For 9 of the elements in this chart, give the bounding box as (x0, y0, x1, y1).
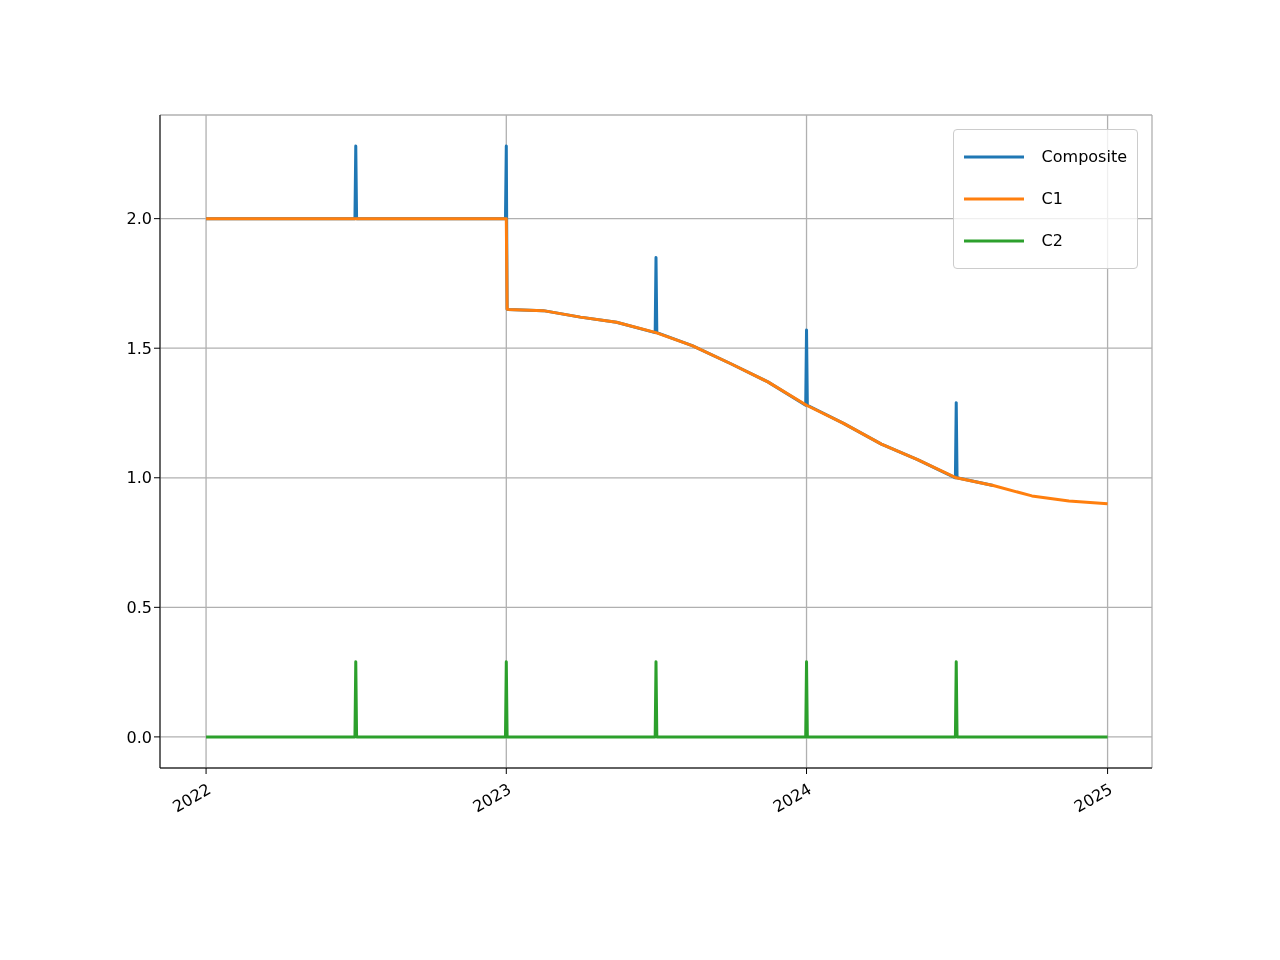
y-tick-label: 1.5 (126, 338, 152, 358)
legend-label: Composite (1041, 146, 1127, 168)
legend-label: C1 (1041, 188, 1063, 210)
y-tick-label: 2.0 (126, 209, 152, 229)
line-series (204, 217, 1110, 506)
y-tick-label: 0.5 (126, 598, 152, 618)
y-tick-label: 1.0 (126, 468, 152, 488)
y-tick-label: 0.0 (126, 727, 152, 747)
legend-label: C2 (1041, 230, 1063, 252)
